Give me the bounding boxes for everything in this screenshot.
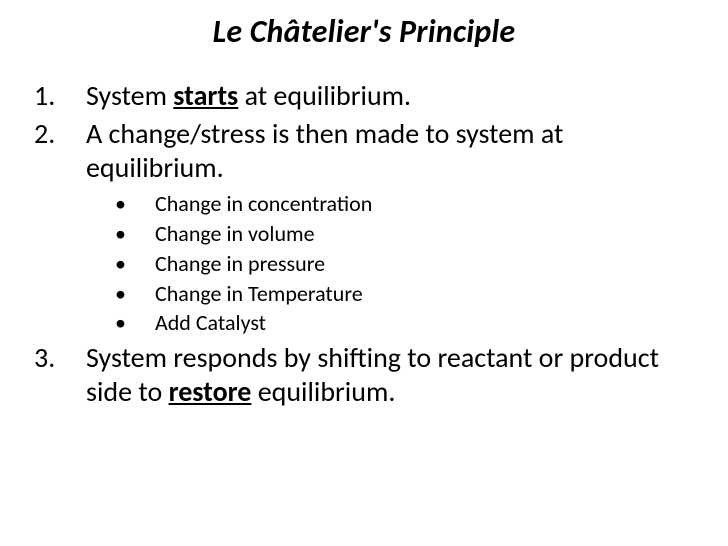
item-text-prefix: A change/stress is then made to system a… [86,116,563,185]
slide-title: Le Châtelier's Principle [30,12,698,51]
item-text-suffix: at equilibrium. [238,78,411,113]
main-item-3: System responds by shifting to reactant … [30,341,698,409]
sub-item: Add Catalyst [30,308,698,338]
item-emphasis: restore [169,374,252,409]
sub-item: Change in pressure [30,249,698,279]
main-ordered-list: System starts at equilibrium. A change/s… [30,79,698,409]
main-item-2: A change/stress is then made to system a… [30,117,698,185]
item-text-prefix: System [86,78,173,113]
sub-item: Change in volume [30,219,698,249]
sub-bullet-list: Change in concentration Change in volume… [30,189,698,337]
item-text-suffix: equilibrium. [251,374,395,409]
sub-item: Change in concentration [30,189,698,219]
sub-item: Change in Temperature [30,279,698,309]
main-item-1: System starts at equilibrium. [30,79,698,113]
item-emphasis: starts [173,78,238,113]
